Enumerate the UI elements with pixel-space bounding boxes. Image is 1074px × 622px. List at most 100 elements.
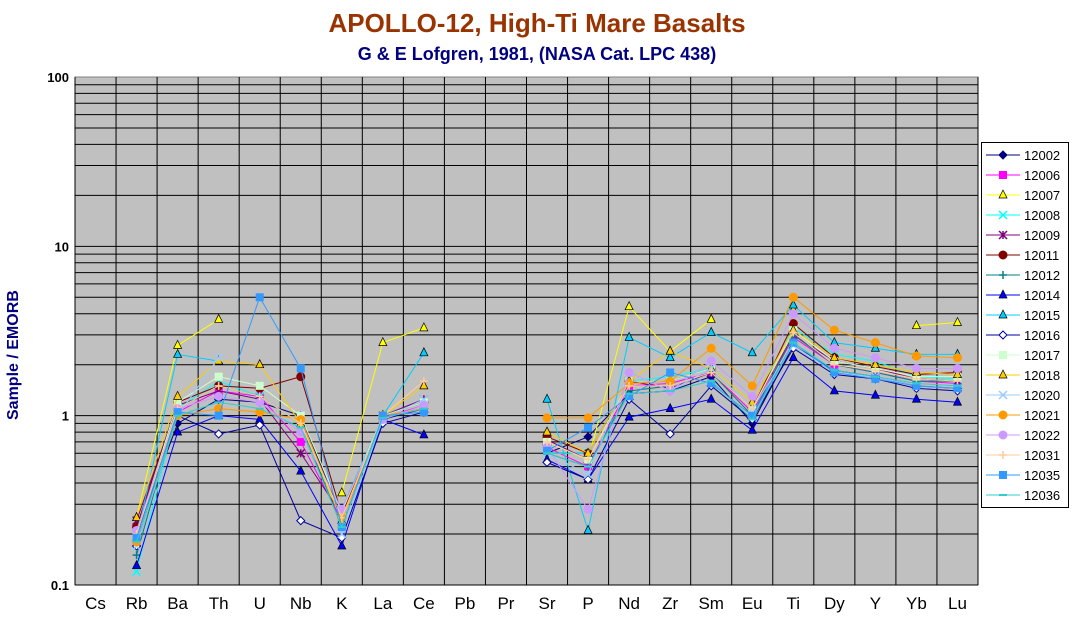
data-point: [789, 328, 798, 337]
legend-swatch: [986, 390, 1020, 400]
data-point: [132, 551, 141, 560]
x-tick-label: Yb: [906, 594, 927, 613]
legend-entry: 12015: [982, 305, 1068, 325]
data-point: [132, 559, 142, 570]
legend-marker: [998, 330, 1008, 340]
x-tick-label: Eu: [742, 594, 763, 613]
x-tick-label: Y: [870, 594, 881, 613]
legend-swatch: [986, 330, 1020, 340]
data-point: [624, 411, 634, 421]
data-point: [337, 529, 347, 539]
data-point: [871, 374, 880, 383]
data-point: [706, 356, 716, 366]
data-point: [665, 351, 675, 362]
data-point: [952, 353, 962, 363]
data-point: [543, 437, 552, 446]
data-point: [747, 424, 757, 434]
legend-swatch: [986, 150, 1020, 160]
data-point: [871, 366, 880, 375]
data-point: [706, 326, 716, 336]
legend-marker: [999, 171, 1007, 179]
data-point: [173, 426, 183, 436]
series-line: [136, 380, 425, 535]
data-point: [953, 377, 962, 386]
data-point: [830, 368, 839, 377]
data-point: [173, 339, 183, 349]
data-point: [912, 381, 921, 390]
data-point: [707, 368, 716, 377]
data-point: [542, 393, 552, 403]
legend: 12002 12006 12007 12008 12009 12011 12012 12014…: [981, 142, 1069, 508]
x-tick-label: Sr: [539, 594, 556, 613]
data-point: [788, 351, 798, 362]
x-tick-label: La: [373, 594, 392, 613]
data-point: [173, 390, 183, 400]
data-point: [952, 396, 963, 406]
data-point: [584, 423, 593, 432]
legend-swatch: [986, 309, 1020, 319]
data-point: [132, 511, 142, 521]
x-tick-label: Ti: [787, 594, 801, 613]
legend-label: 12008: [1024, 208, 1061, 223]
legend-entry: 12021: [982, 405, 1068, 425]
data-point: [337, 540, 347, 550]
data-point: [214, 391, 224, 401]
chart-subtitle: G & E Lofgren, 1981, (NASA Cat. LPC 438): [357, 44, 717, 64]
y-tick-label: 100: [47, 70, 69, 85]
series-line: [916, 321, 958, 327]
legend-marker: [999, 351, 1007, 359]
data-point: [952, 316, 963, 326]
legend-label: 12035: [1024, 468, 1061, 483]
legend-label: 12002: [1024, 148, 1061, 163]
data-point: [911, 393, 921, 403]
x-tick-label: P: [582, 594, 593, 613]
data-point: [665, 345, 675, 355]
legend-label: 12015: [1024, 308, 1061, 323]
data-point: [870, 342, 880, 352]
legend-label: 12014: [1024, 288, 1061, 303]
data-point: [870, 353, 880, 363]
data-point: [706, 343, 716, 353]
legend-marker: [998, 410, 1008, 420]
data-point: [296, 515, 306, 526]
data-point: [666, 381, 675, 390]
legend-swatch: [986, 494, 1020, 496]
data-point: [255, 293, 264, 302]
data-point: [214, 411, 223, 420]
legend-entry: 12017: [982, 345, 1068, 365]
legend-label: 12036: [1024, 488, 1061, 503]
data-point: [747, 391, 757, 401]
x-tick-label: Zr: [662, 594, 678, 613]
legend-marker: [998, 369, 1008, 379]
x-tick-label: Ce: [413, 594, 435, 613]
legend-entry: 12006: [982, 165, 1068, 185]
legend-swatch: [986, 271, 1020, 279]
legend-label: 12022: [1024, 428, 1061, 443]
data-point: [788, 309, 798, 319]
data-point: [747, 381, 757, 391]
data-point: [296, 419, 305, 428]
legend-swatch: [986, 189, 1020, 199]
legend-marker: [998, 210, 1008, 220]
legend-marker: [999, 471, 1007, 479]
data-point: [624, 331, 634, 341]
legend-entry: 12002: [982, 145, 1068, 165]
data-point: [543, 446, 552, 455]
y-tick-label: 0.1: [51, 578, 69, 593]
data-point: [296, 448, 306, 458]
data-point: [419, 347, 429, 357]
data-point: [953, 384, 962, 393]
data-point: [296, 364, 305, 373]
legend-label: 12009: [1024, 228, 1061, 243]
series-line: [136, 411, 425, 547]
data-point: [706, 393, 716, 403]
legend-entry: 12016: [982, 325, 1068, 345]
legend-label: 12012: [1024, 268, 1061, 283]
data-point: [870, 338, 880, 348]
data-point: [870, 389, 880, 399]
legend-swatch: [986, 369, 1020, 379]
data-point: [419, 377, 428, 386]
x-tick-label: Th: [209, 594, 229, 613]
data-point: [666, 368, 675, 377]
data-point: [583, 469, 593, 479]
